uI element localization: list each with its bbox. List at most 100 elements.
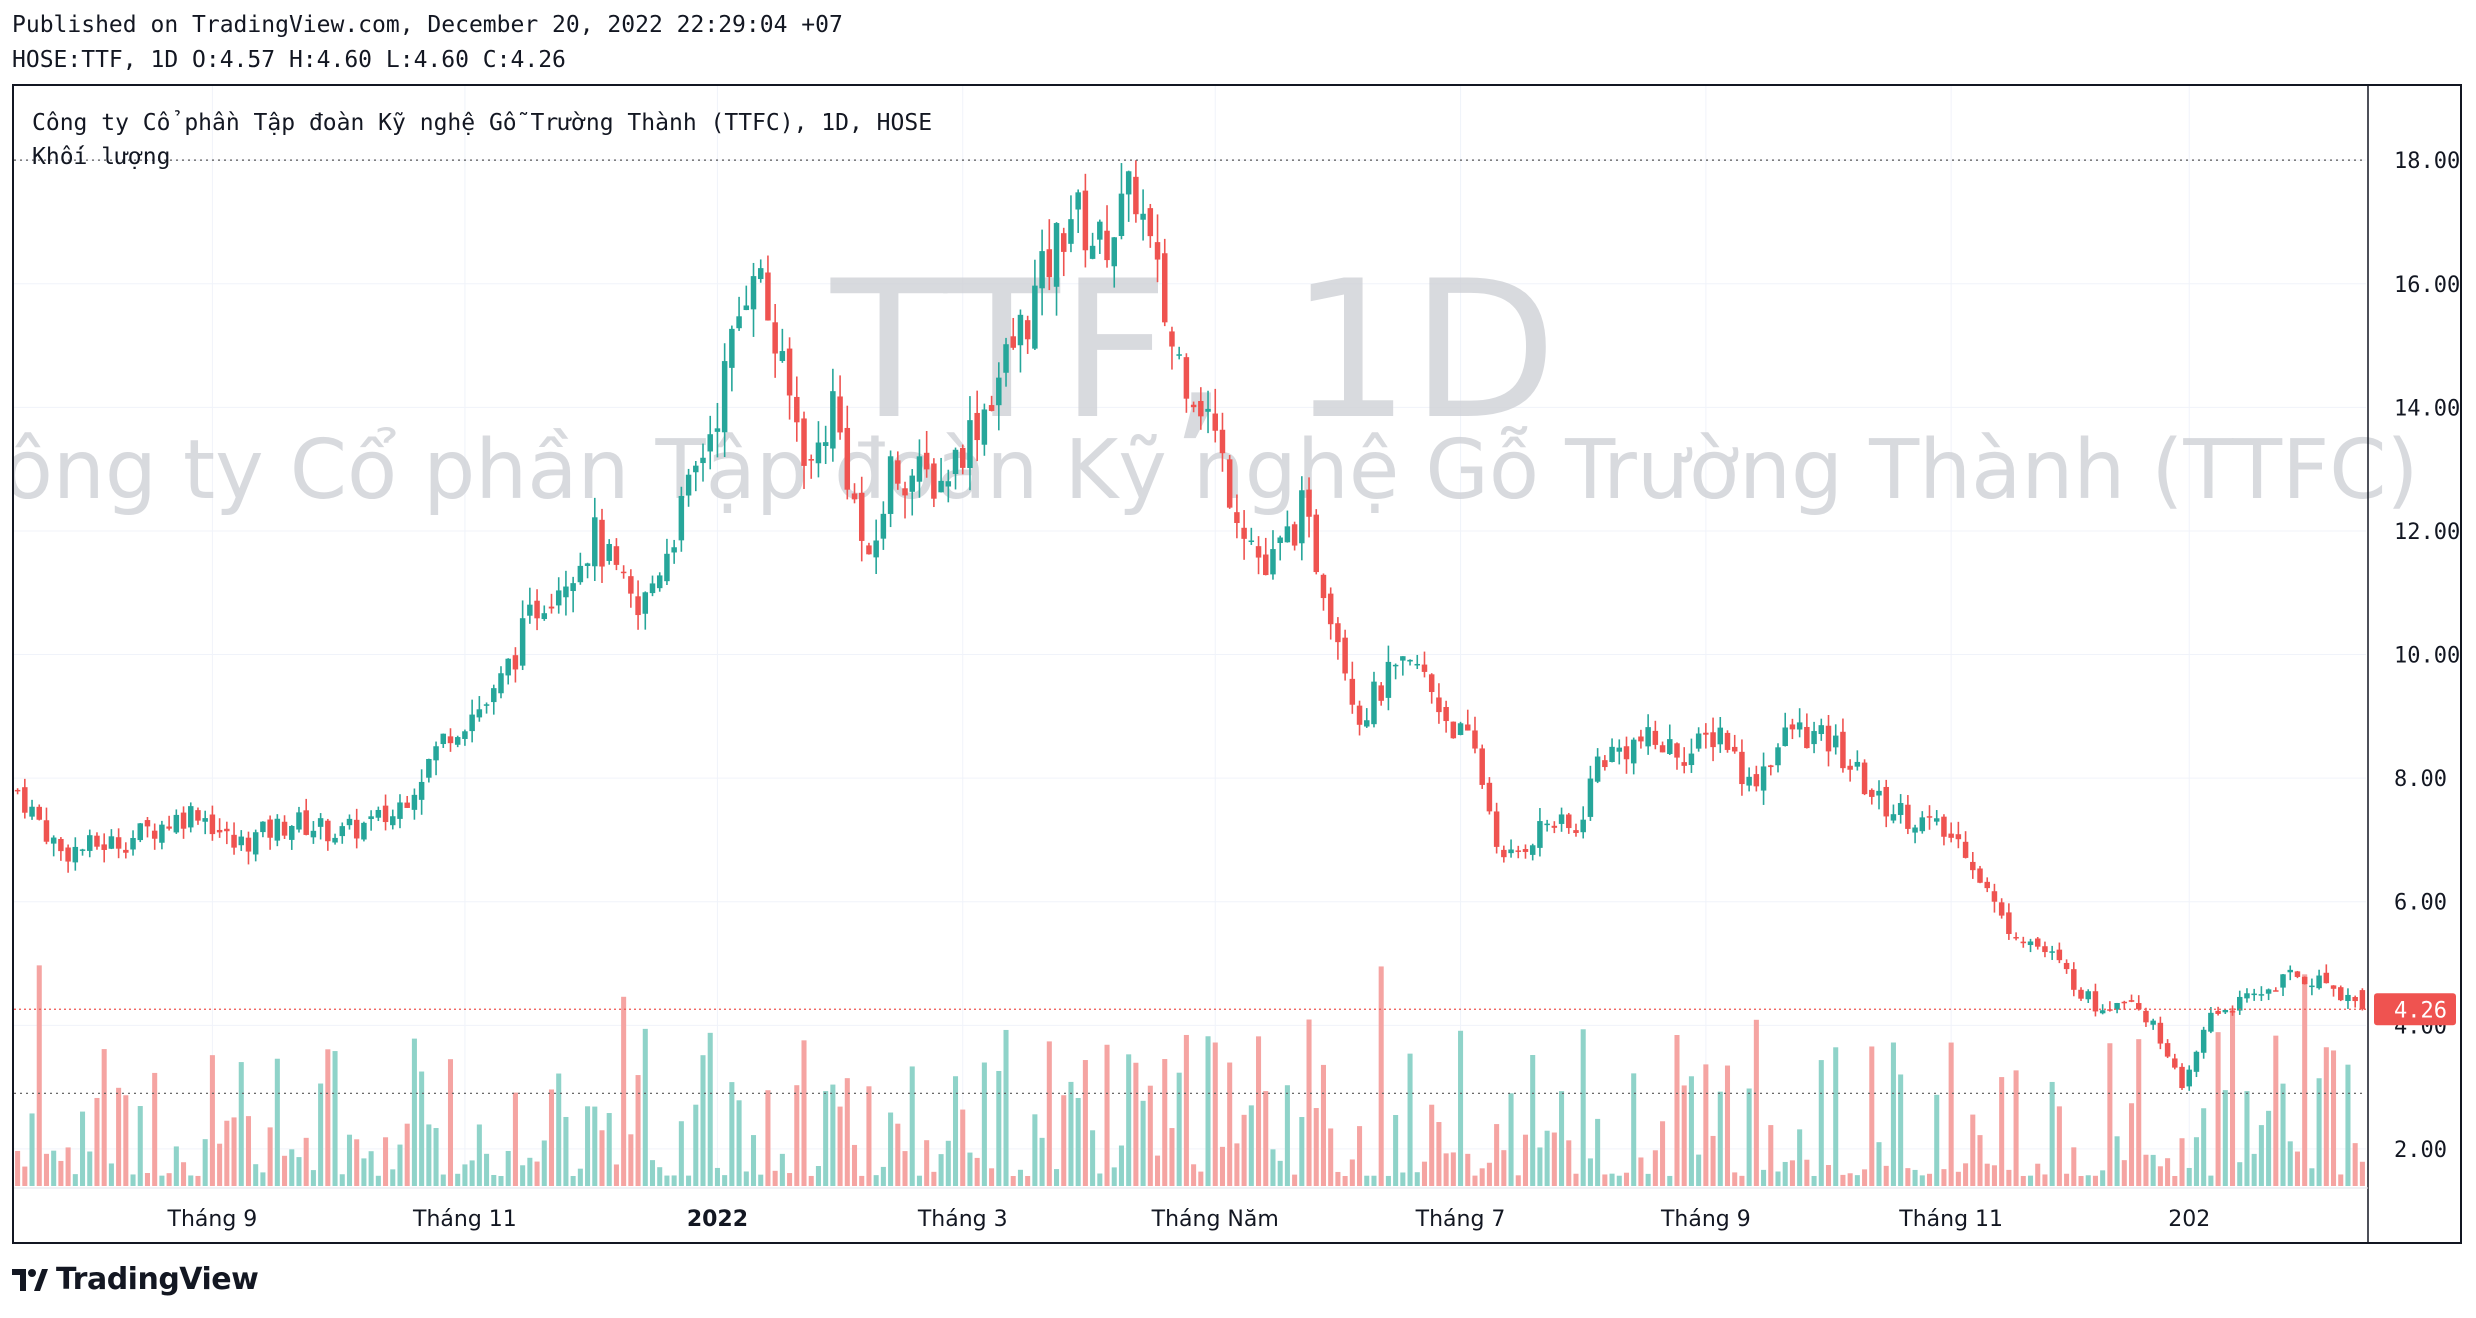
candle-body — [1861, 762, 1868, 795]
candle-body — [79, 849, 86, 851]
tradingview-logo-icon — [12, 1268, 48, 1291]
candle-body — [1277, 537, 1283, 544]
chart-panel[interactable]: TTF, 1D Công ty Cổ phần Tập đoàn Kỹ nghệ … — [12, 84, 2462, 1244]
candle-body — [58, 838, 64, 852]
candle-body — [202, 818, 208, 822]
volume-bar — [137, 1106, 143, 1186]
volume-bar — [671, 1175, 677, 1186]
candle-body — [1219, 429, 1226, 454]
volume-bar — [296, 1157, 302, 1186]
candle-body — [1948, 833, 1954, 838]
tradingview-logo[interactable]: TradingView — [12, 1262, 259, 1297]
candle-body — [2330, 985, 2337, 989]
candle-body — [1162, 253, 1168, 323]
volume-bar — [1623, 1172, 1630, 1186]
volume-bar — [397, 1144, 403, 1186]
candle-body — [65, 847, 71, 862]
volume-bar — [1602, 1174, 1608, 1186]
candle-body — [2049, 951, 2055, 953]
volume-bar — [2179, 1138, 2185, 1186]
candle-body — [469, 714, 475, 732]
candle-body — [1400, 656, 1406, 661]
candle-body — [1501, 849, 1507, 858]
candle-body — [94, 835, 100, 847]
volume-bar — [1342, 1175, 1348, 1186]
volume-bar — [1241, 1114, 1247, 1186]
volume-bar — [72, 1174, 78, 1186]
volume-bar — [1501, 1150, 1507, 1186]
candle-body — [1111, 237, 1117, 267]
candle-body — [974, 412, 980, 441]
candle-body — [779, 351, 786, 362]
volume-bar — [859, 1175, 865, 1186]
volume-bar — [80, 1111, 86, 1186]
volume-bar — [1162, 1059, 1168, 1186]
candle-body — [274, 818, 281, 841]
volume-bar — [2280, 1083, 2286, 1186]
candle-body — [1291, 524, 1298, 546]
volume-bar — [1616, 1175, 1622, 1186]
volume-bar — [577, 1168, 583, 1186]
volume-bar — [772, 1170, 778, 1186]
y-tick-label: 8.00 — [2394, 767, 2447, 792]
candle-body — [2301, 976, 2308, 985]
volume-bar — [2078, 1175, 2084, 1186]
volume-bar — [758, 1174, 764, 1186]
candle-body — [87, 835, 93, 851]
candle-body — [238, 836, 245, 846]
candle-body — [794, 396, 800, 423]
x-tick-label: Tháng Năm — [1151, 1207, 1279, 1232]
volume-bar — [65, 1147, 71, 1186]
volume-bar — [678, 1121, 684, 1186]
volume-bar — [1890, 1042, 1896, 1186]
volume-bar — [2042, 1174, 2048, 1186]
candle-body — [2121, 1001, 2128, 1004]
volume-bar — [1761, 1169, 1767, 1186]
candle-body — [693, 465, 699, 473]
volume-bar — [1465, 1153, 1471, 1186]
volume-bar — [303, 1137, 309, 1186]
candle-body — [534, 600, 540, 619]
candle-body — [281, 821, 288, 836]
volume-bar — [484, 1153, 490, 1186]
volume-bar — [1631, 1073, 1637, 1186]
candle-body — [1883, 786, 1889, 817]
candle-body — [656, 575, 663, 589]
volume-bar — [1299, 1117, 1305, 1186]
candle-body — [1739, 751, 1745, 785]
candle-body — [2056, 949, 2063, 961]
candle-body — [786, 348, 793, 396]
candle-body — [1479, 748, 1485, 785]
volume-bar — [2027, 1175, 2034, 1186]
candle-body — [36, 806, 42, 820]
candle-body — [2287, 969, 2293, 973]
volume-bar — [808, 1175, 814, 1186]
volume-bar — [209, 1055, 215, 1186]
candle-body — [209, 814, 216, 835]
candle-body — [512, 655, 519, 670]
candle-body — [1356, 705, 1363, 725]
candle-body — [1436, 697, 1442, 713]
volume-bar — [1645, 1173, 1651, 1186]
candle-body — [1602, 760, 1608, 768]
candle-body — [173, 814, 180, 833]
volume-bar — [447, 1059, 454, 1186]
volume-bar — [585, 1106, 591, 1186]
volume-bar — [188, 1175, 194, 1186]
candle-body — [1032, 285, 1038, 349]
candle-body — [1558, 814, 1565, 824]
volume-bar — [1775, 1171, 1781, 1186]
volume-bar — [2128, 1103, 2135, 1186]
candle-body — [101, 844, 107, 850]
volume-bar — [1963, 1163, 1969, 1186]
volume-bar — [1061, 1095, 1067, 1186]
volume-bar — [2251, 1153, 2257, 1186]
x-tick-label: 202 — [2168, 1207, 2210, 1232]
volume-bar — [967, 1152, 973, 1186]
candle-body — [1104, 230, 1110, 261]
volume-bar — [144, 1173, 150, 1186]
volume-bar — [505, 1150, 511, 1186]
volume-bar — [2172, 1175, 2178, 1186]
volume-bar — [520, 1165, 526, 1186]
